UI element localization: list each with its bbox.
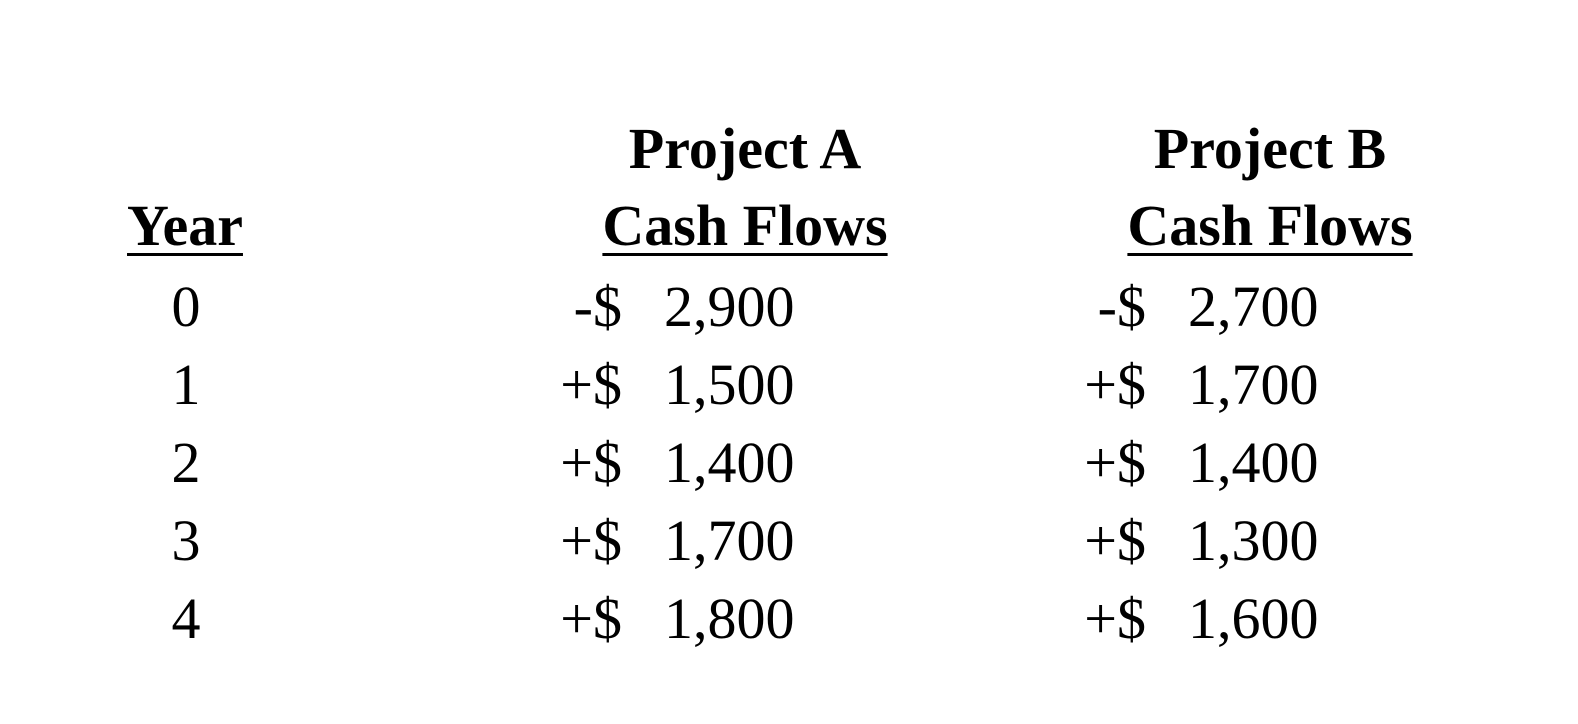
project-b-amount: 2,700: [1188, 274, 1319, 339]
year-cell: 1: [171, 352, 201, 417]
project-b-amount: 1,400: [1188, 430, 1319, 495]
project-a-title: Project A: [628, 116, 862, 181]
year-header: Year: [127, 193, 243, 258]
project-a-sign: +$: [560, 586, 622, 651]
project-b-sign: +$: [1084, 430, 1146, 495]
project-a-amount: 2,900: [664, 274, 795, 339]
year-cell: 3: [171, 508, 201, 573]
project-b-sign: +$: [1084, 352, 1146, 417]
year-cell: 0: [171, 274, 201, 339]
project-a-amount: 1,800: [664, 586, 795, 651]
project-a-sign: +$: [560, 430, 622, 495]
project-a-subtitle: Cash Flows: [602, 193, 888, 258]
project-b-sign: -$: [1097, 274, 1146, 339]
project-b-amount: 1,700: [1188, 352, 1319, 417]
project-a-sign: +$: [560, 352, 622, 417]
year-cell: 2: [171, 430, 201, 495]
project-b-amount: 1,300: [1188, 508, 1319, 573]
project-a-sign: -$: [573, 274, 622, 339]
project-b-sign: +$: [1084, 586, 1146, 651]
year-cell: 4: [171, 586, 201, 651]
project-a-amount: 1,500: [664, 352, 795, 417]
project-b-title: Project B: [1153, 116, 1387, 181]
project-b-amount: 1,600: [1188, 586, 1319, 651]
project-a-sign: +$: [560, 508, 622, 573]
project-a-amount: 1,400: [664, 430, 795, 495]
project-b-subtitle: Cash Flows: [1127, 193, 1413, 258]
project-b-sign: +$: [1084, 508, 1146, 573]
project-a-amount: 1,700: [664, 508, 795, 573]
